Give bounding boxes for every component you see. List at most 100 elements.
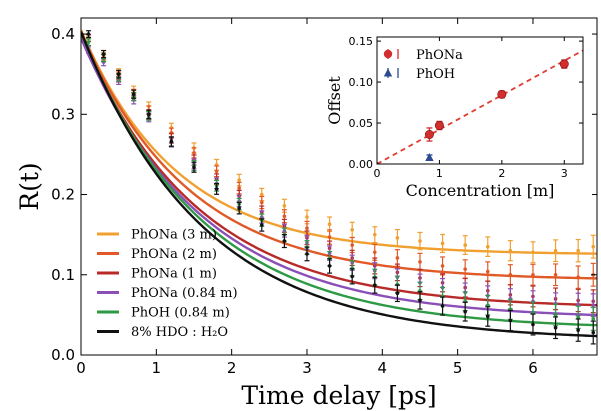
data-marker	[237, 206, 241, 210]
inset-marker	[435, 121, 443, 129]
data-marker	[554, 326, 558, 330]
legend-item: PhONa (1 m)	[97, 267, 217, 282]
data-marker	[215, 187, 219, 191]
x-tick-label: 6	[528, 359, 538, 377]
data-marker	[396, 236, 400, 240]
data-marker	[486, 315, 490, 319]
data-marker	[328, 222, 332, 226]
data-marker	[591, 331, 595, 335]
data-marker	[418, 260, 422, 264]
data-marker	[591, 303, 595, 307]
data-marker	[576, 275, 580, 279]
inset-x-tick-label: 3	[561, 167, 568, 180]
data-point	[553, 264, 558, 286]
data-marker	[509, 319, 513, 323]
data-marker	[260, 193, 264, 197]
inset-y-tick-label: 0.00	[349, 158, 374, 171]
legend-label: 8% HDO : H₂O	[131, 325, 228, 340]
data-point	[530, 264, 535, 285]
data-marker	[531, 273, 535, 277]
data-marker	[192, 151, 196, 155]
data-marker	[328, 235, 332, 239]
data-marker	[418, 239, 422, 243]
data-point	[508, 310, 513, 330]
data-marker	[260, 201, 264, 205]
inset-legend-label: PhONa	[416, 48, 463, 63]
inset-x-axis-label: Concentration [m]	[406, 181, 555, 200]
data-marker	[305, 215, 309, 219]
legend-label: PhONa (0.84 m)	[131, 286, 238, 301]
data-point	[576, 319, 581, 341]
inset-marker	[425, 130, 433, 138]
x-tick-label: 1	[152, 359, 162, 377]
data-marker	[87, 40, 91, 44]
data-marker	[305, 226, 309, 230]
data-marker	[509, 249, 513, 253]
data-marker	[147, 112, 151, 116]
legend-item: 8% HDO : H₂O	[97, 325, 228, 340]
inset-y-tick-label: 0.15	[349, 35, 374, 48]
data-marker	[441, 242, 445, 246]
data-marker	[373, 233, 377, 237]
data-marker	[396, 291, 400, 295]
data-point	[327, 259, 332, 273]
data-point	[485, 262, 490, 281]
inset-y-tick-label: 0.05	[349, 117, 374, 130]
legend-item: PhOH (0.84 m)	[97, 306, 230, 321]
data-marker	[441, 264, 445, 268]
legend-item: PhONa (2 m)	[97, 247, 217, 262]
data-marker	[554, 249, 558, 253]
inset-y-axis-label: Offset	[325, 76, 344, 125]
data-marker	[531, 250, 535, 254]
data-point	[372, 227, 377, 243]
data-marker	[591, 245, 595, 249]
legend-item: PhONa (0.84 m)	[97, 286, 238, 301]
data-point	[372, 277, 377, 293]
legend-label: PhOH (0.84 m)	[131, 306, 230, 321]
data-marker	[531, 323, 535, 327]
data-marker	[170, 140, 174, 144]
data-marker	[373, 250, 377, 254]
data-marker	[237, 178, 241, 182]
x-tick-label: 2	[227, 359, 237, 377]
x-tick-label: 3	[302, 359, 312, 377]
y-tick-label: 0.4	[51, 25, 75, 43]
inset-point	[560, 60, 568, 68]
main-y-axis-label: R(t)	[15, 162, 44, 210]
inset-chart: 0 1 2 30.000.050.100.15 Concentration [m] O…	[318, 26, 592, 206]
data-marker	[486, 270, 490, 274]
data-point	[350, 222, 355, 237]
data-marker	[591, 317, 595, 321]
data-marker	[576, 249, 580, 253]
data-marker	[192, 165, 196, 169]
legend-label: PhONa (1 m)	[131, 267, 217, 282]
x-tick-label: 5	[453, 359, 463, 377]
inset-legend-marker	[384, 50, 392, 58]
data-point	[485, 237, 490, 256]
data-marker	[554, 273, 558, 277]
inset-point	[435, 121, 443, 129]
data-point	[327, 217, 332, 231]
y-tick-label: 0.3	[51, 105, 75, 123]
data-point	[417, 253, 422, 270]
data-marker	[132, 92, 136, 96]
main-y-axis-label-text: R(t)	[15, 162, 44, 210]
data-marker	[117, 72, 121, 76]
inset-legend-label: PhOH	[416, 67, 455, 82]
data-marker	[215, 169, 219, 173]
data-marker	[463, 243, 467, 247]
data-marker	[305, 252, 309, 256]
data-marker	[350, 243, 354, 247]
data-point	[553, 240, 558, 262]
data-marker	[418, 299, 422, 303]
y-tick-label: 0.1	[51, 266, 75, 284]
data-point	[440, 297, 445, 315]
x-tick-label: 0	[76, 359, 86, 377]
data-point	[463, 260, 468, 279]
data-marker	[486, 245, 490, 249]
main-legend: PhONa (3 m)PhONa (2 m)PhONa (1 m)PhONa (…	[97, 228, 238, 341]
data-marker	[350, 275, 354, 279]
y-tick-label: 0.0	[51, 346, 75, 364]
inset-x-tick-label: 2	[498, 167, 505, 180]
